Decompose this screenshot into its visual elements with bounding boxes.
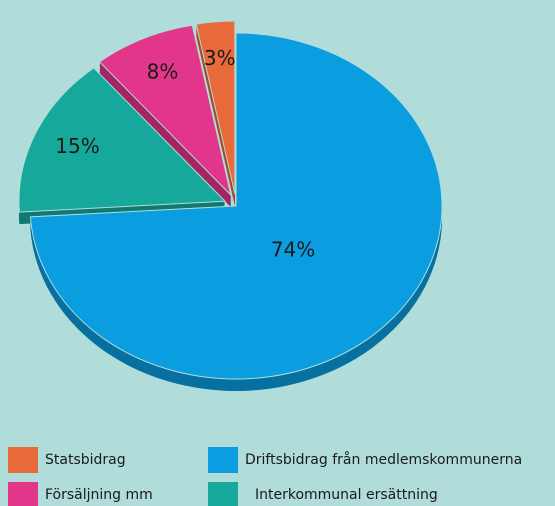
legend-label: Försäljning mm — [45, 487, 153, 503]
legend-swatch — [208, 447, 238, 473]
legend-swatch — [8, 447, 38, 473]
legend-label: Driftsbidrag från medlemskommunerna — [245, 451, 522, 468]
slice — [29, 32, 443, 380]
data-label: 3% — [204, 46, 236, 70]
legend-label: Interkommunal ersättning — [255, 487, 438, 503]
slice — [98, 24, 232, 197]
legend-swatch — [208, 482, 238, 506]
legend-swatch — [8, 482, 38, 506]
slice — [18, 67, 227, 213]
data-label: 15% — [55, 134, 99, 158]
data-label: 74% — [271, 238, 315, 262]
legend-label: Statsbidrag — [45, 452, 126, 468]
data-label: 8% — [147, 60, 179, 84]
slice — [195, 20, 236, 195]
